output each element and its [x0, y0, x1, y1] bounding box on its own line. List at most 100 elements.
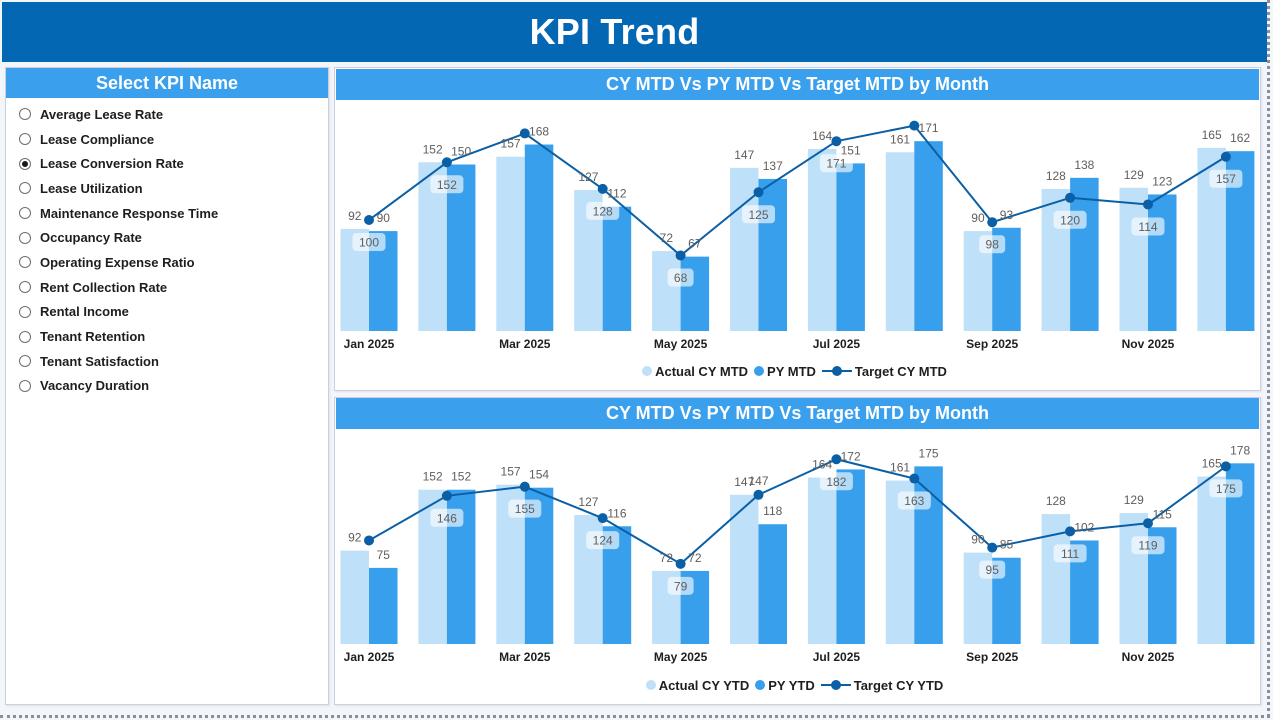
legend-label: Actual CY MTD	[655, 363, 749, 379]
data-label-target: 125	[748, 208, 768, 222]
bar-py[interactable]	[758, 178, 788, 331]
bar-actual[interactable]	[807, 477, 837, 644]
target-point[interactable]	[597, 183, 608, 194]
kpi-option[interactable]: Tenant Retention	[6, 324, 328, 349]
target-point[interactable]	[364, 535, 374, 546]
legend-item-actual[interactable]: Actual CY YTD	[645, 678, 749, 693]
bar-actual[interactable]	[1119, 187, 1149, 331]
radio-button-icon[interactable]	[19, 355, 31, 368]
target-point[interactable]	[519, 481, 530, 492]
target-point[interactable]	[909, 120, 920, 131]
bar-actual[interactable]	[340, 550, 370, 644]
kpi-option[interactable]: Lease Compliance	[6, 127, 328, 152]
radio-button-icon[interactable]	[19, 157, 31, 170]
legend-item-py[interactable]: PY YTD	[755, 678, 815, 693]
target-point[interactable]	[1065, 192, 1076, 203]
bar-actual[interactable]	[1119, 513, 1149, 644]
data-label-py: 67	[688, 237, 702, 251]
bar-py[interactable]	[680, 256, 710, 331]
kpi-option[interactable]: Lease Utilization	[6, 176, 328, 201]
x-tick-label: Nov 2025	[1122, 337, 1175, 351]
target-point[interactable]	[1143, 518, 1153, 529]
legend-item-py[interactable]: PY MTD	[754, 364, 816, 379]
data-label-py: 152	[451, 470, 471, 484]
data-label-py: 118	[763, 504, 782, 518]
bar-actual[interactable]	[652, 251, 681, 331]
data-label-target-box	[352, 233, 386, 251]
kpi-option[interactable]: Operating Expense Ratio	[6, 250, 328, 275]
x-tick-label: Jul 2025	[813, 650, 861, 664]
target-point[interactable]	[519, 128, 530, 139]
target-point[interactable]	[441, 490, 452, 501]
bar-actual[interactable]	[496, 156, 525, 331]
target-point[interactable]	[831, 136, 842, 147]
data-label-actual: 152	[423, 470, 443, 484]
bar-py[interactable]	[836, 469, 865, 644]
target-point[interactable]	[1143, 199, 1153, 210]
radio-button-icon[interactable]	[19, 379, 31, 392]
target-point[interactable]	[1220, 151, 1231, 162]
target-point[interactable]	[675, 558, 686, 569]
bar-py[interactable]	[914, 141, 943, 331]
legend-item-target[interactable]: Target CY MTD	[821, 364, 947, 379]
legend-item-actual[interactable]: Actual CY MTD	[642, 364, 748, 379]
bar-py[interactable]	[836, 163, 865, 331]
data-label-target-box	[430, 508, 464, 527]
bar-layer	[340, 141, 1255, 331]
target-point[interactable]	[441, 157, 452, 168]
target-point[interactable]	[987, 217, 998, 228]
radio-button-icon[interactable]	[19, 256, 31, 269]
target-point[interactable]	[753, 187, 764, 198]
kpi-option-selected[interactable]: Lease Conversion Rate	[6, 151, 328, 176]
target-point[interactable]	[675, 250, 686, 261]
bar-py[interactable]	[602, 206, 632, 331]
kpi-option[interactable]: Rent Collection Rate	[6, 275, 328, 300]
data-label-target: 146	[437, 511, 457, 525]
radio-button-icon[interactable]	[19, 108, 31, 121]
radio-button-icon[interactable]	[19, 182, 31, 195]
data-label-actual: 161	[890, 132, 910, 146]
bar-actual[interactable]	[730, 494, 759, 644]
data-label-py: 154	[529, 468, 549, 482]
kpi-option[interactable]: Rental Income	[6, 300, 328, 325]
target-point[interactable]	[1065, 526, 1076, 537]
bar-actual[interactable]	[1041, 188, 1071, 331]
kpi-option[interactable]: Average Lease Rate	[6, 102, 328, 127]
bar-actual[interactable]	[885, 152, 915, 331]
target-point[interactable]	[987, 542, 998, 553]
legend-item-target[interactable]: Target CY YTD	[820, 678, 943, 693]
data-label-target: 163	[904, 494, 924, 508]
target-point[interactable]	[831, 454, 842, 465]
target-point[interactable]	[753, 489, 764, 500]
data-label-target-box	[979, 560, 1006, 579]
radio-button-icon[interactable]	[19, 231, 31, 244]
data-label-target: 120	[1060, 213, 1080, 227]
kpi-option[interactable]: Occupancy Rate	[6, 225, 328, 250]
radio-button-icon[interactable]	[19, 281, 31, 294]
data-label-target: 157	[1216, 172, 1236, 186]
bar-py[interactable]	[1070, 177, 1099, 331]
data-label-actual: 128	[1046, 169, 1066, 183]
bar-py[interactable]	[369, 567, 398, 644]
radio-button-icon[interactable]	[19, 305, 31, 318]
bar-py[interactable]	[524, 144, 554, 331]
kpi-option-label: Maintenance Response Time	[40, 205, 219, 221]
bar-py[interactable]	[758, 524, 788, 644]
bar-actual[interactable]	[1197, 476, 1226, 644]
target-point[interactable]	[364, 215, 374, 225]
target-point[interactable]	[1220, 461, 1231, 472]
radio-button-icon[interactable]	[19, 207, 31, 220]
radio-button-icon[interactable]	[19, 330, 31, 343]
data-label-target-box	[667, 268, 694, 287]
kpi-option[interactable]: Maintenance Response Time	[6, 201, 328, 226]
kpi-option[interactable]: Tenant Satisfaction	[6, 349, 328, 374]
target-point[interactable]	[597, 513, 608, 524]
radio-button-icon[interactable]	[19, 133, 31, 146]
kpi-option[interactable]: Vacancy Duration	[6, 374, 328, 399]
data-label-target-box	[430, 175, 464, 194]
x-tick-label: Mar 2025	[499, 650, 551, 664]
bar-actual[interactable]	[807, 148, 837, 331]
page-edge-bottom	[0, 715, 1270, 718]
target-point[interactable]	[909, 473, 920, 484]
bar-py[interactable]	[1148, 194, 1177, 331]
